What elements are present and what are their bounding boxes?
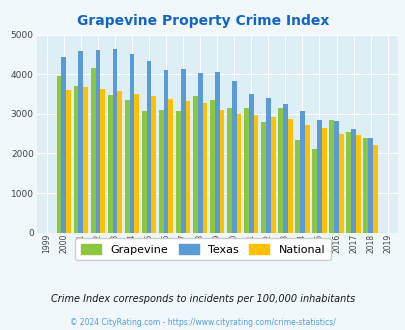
Bar: [90, 68, 95, 233]
Bar: [78, 51, 83, 233]
Bar: [57, 76, 61, 233]
Bar: [163, 70, 168, 233]
Bar: [253, 115, 258, 233]
Bar: [321, 128, 326, 233]
Bar: [236, 114, 241, 233]
Bar: [61, 57, 66, 233]
Bar: [362, 138, 367, 233]
Bar: [197, 73, 202, 233]
Bar: [214, 72, 219, 233]
Legend: Grapevine, Texas, National: Grapevine, Texas, National: [75, 238, 330, 260]
Bar: [316, 120, 321, 233]
Bar: [107, 95, 112, 233]
Bar: [134, 94, 139, 233]
Bar: [146, 61, 151, 233]
Bar: [333, 121, 338, 233]
Bar: [294, 140, 299, 233]
Bar: [180, 70, 185, 233]
Bar: [112, 49, 117, 233]
Bar: [83, 87, 88, 233]
Bar: [328, 120, 333, 233]
Bar: [355, 135, 360, 233]
Text: Grapevine Property Crime Index: Grapevine Property Crime Index: [77, 15, 328, 28]
Bar: [74, 86, 78, 233]
Bar: [350, 129, 355, 233]
Bar: [209, 100, 214, 233]
Bar: [95, 50, 100, 233]
Bar: [345, 132, 350, 233]
Bar: [367, 138, 372, 233]
Bar: [175, 112, 180, 233]
Bar: [277, 108, 282, 233]
Bar: [124, 100, 129, 233]
Bar: [192, 96, 197, 233]
Text: © 2024 CityRating.com - https://www.cityrating.com/crime-statistics/: © 2024 CityRating.com - https://www.city…: [70, 318, 335, 327]
Bar: [129, 54, 134, 233]
Bar: [311, 149, 316, 233]
Bar: [248, 94, 253, 233]
Bar: [185, 101, 190, 233]
Bar: [260, 122, 265, 233]
Bar: [117, 91, 122, 233]
Bar: [66, 90, 71, 233]
Bar: [231, 82, 236, 233]
Bar: [100, 88, 105, 233]
Text: Crime Index corresponds to incidents per 100,000 inhabitants: Crime Index corresponds to incidents per…: [51, 294, 354, 304]
Bar: [243, 108, 248, 233]
Bar: [265, 98, 270, 233]
Bar: [338, 134, 343, 233]
Bar: [141, 112, 146, 233]
Bar: [304, 124, 309, 233]
Bar: [219, 110, 224, 233]
Bar: [270, 117, 275, 233]
Bar: [158, 110, 163, 233]
Bar: [226, 108, 231, 233]
Bar: [287, 118, 292, 233]
Bar: [282, 104, 287, 233]
Bar: [202, 103, 207, 233]
Bar: [168, 99, 173, 233]
Bar: [372, 145, 377, 233]
Bar: [151, 96, 156, 233]
Bar: [299, 112, 304, 233]
